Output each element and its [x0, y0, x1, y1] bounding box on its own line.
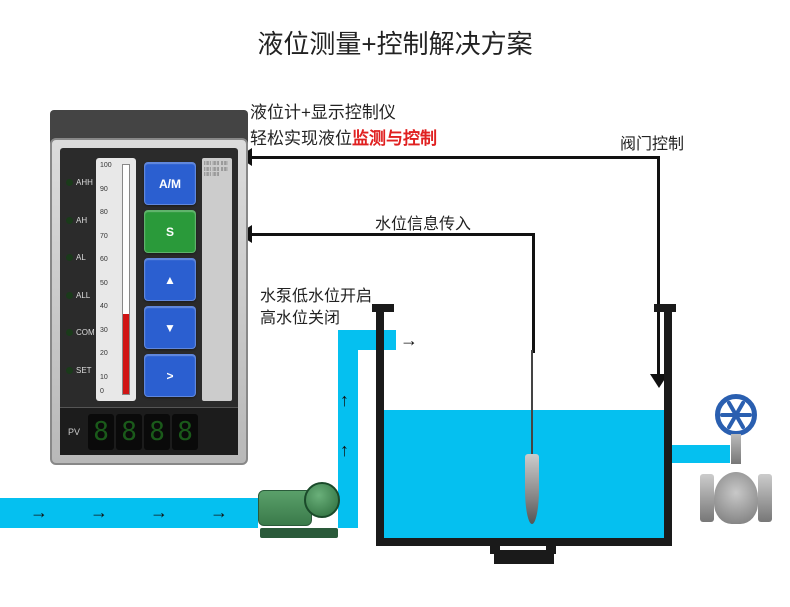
bar-tick: 30	[100, 327, 108, 334]
seg-digit: 8	[172, 414, 198, 450]
led-dot-icon	[66, 217, 73, 224]
bar-scale: 100 90 80 70 60 50 40 30 20 10 0	[100, 162, 118, 397]
led-label: ALL	[76, 291, 90, 300]
display-controller: AHH AH AL ALL COM SET 100 90 80 70 60 50	[50, 110, 248, 465]
pump-label-line2: 高水位关闭	[260, 308, 372, 330]
led-dot-icon	[66, 367, 73, 374]
flow-arrow-icon: →	[150, 502, 168, 523]
bar-tick: 50	[100, 280, 108, 287]
bar-tick: 70	[100, 233, 108, 240]
bar-fill	[123, 314, 129, 394]
controller-front: AHH AH AL ALL COM SET 100 90 80 70 60 50	[50, 138, 248, 465]
led-com: COM	[66, 328, 96, 337]
led-al: AL	[66, 253, 96, 262]
led-dot-icon	[66, 329, 73, 336]
subtitle-line1: 液位计+显示控制仪	[250, 100, 437, 126]
control-valve	[700, 394, 772, 524]
led-label: AHH	[76, 178, 93, 187]
bar-tick: 0	[100, 388, 104, 395]
led-all: ALL	[66, 291, 96, 300]
flow-arrow-icon: →	[30, 502, 48, 523]
led-label: COM	[76, 328, 95, 337]
led-label: SET	[76, 366, 92, 375]
tank	[376, 304, 672, 564]
led-ahh: AHH	[66, 178, 96, 187]
led-ah: AH	[66, 216, 96, 225]
flow-arrow-icon: →	[90, 502, 108, 523]
tank-wall	[376, 304, 672, 546]
flow-arrow-icon: →	[400, 330, 418, 351]
panel-top: AHH AH AL ALL COM SET 100 90 80 70 60 50	[60, 148, 238, 407]
right-button[interactable]: >	[144, 354, 196, 397]
s-button[interactable]: S	[144, 210, 196, 253]
flow-arrow-icon: →	[210, 502, 228, 523]
panel-bottom: PV 8 8 8 8	[60, 407, 238, 455]
tank-leg	[546, 540, 556, 554]
signal-valve-horizontal	[245, 156, 660, 159]
seg-digit: 8	[116, 414, 142, 450]
led-label: AH	[76, 216, 87, 225]
am-button[interactable]: A/M	[144, 162, 196, 205]
controller-panel: AHH AH AL ALL COM SET 100 90 80 70 60 50	[60, 148, 238, 455]
bar-tick: 80	[100, 209, 108, 216]
water-pump	[258, 482, 340, 538]
subtitle: 液位计+显示控制仪 轻松实现液位监测与控制	[250, 100, 437, 151]
riser-pipe	[338, 330, 358, 528]
seven-seg-display: 8 8 8 8	[88, 414, 198, 450]
bar-tick: 10	[100, 374, 108, 381]
led-set: SET	[66, 366, 96, 375]
seg-digit: 8	[144, 414, 170, 450]
tank-base	[494, 550, 554, 564]
bar-tick: 100	[100, 162, 112, 169]
flow-arrow-up-icon: ↑	[340, 390, 349, 411]
button-column: A/M S ▲ ▼ >	[142, 158, 198, 401]
led-column: AHH AH AL ALL COM SET	[66, 158, 96, 401]
valve-handwheel-icon	[715, 394, 757, 436]
signal-in-label: 水位信息传入	[375, 210, 471, 234]
seg-digit: 8	[88, 414, 114, 450]
bar-tick: 90	[100, 186, 108, 193]
level-sensor	[525, 454, 539, 524]
tank-lip-left	[372, 304, 394, 312]
bar-tick: 60	[100, 256, 108, 263]
bar-tick: 20	[100, 350, 108, 357]
pv-label: PV	[68, 427, 80, 437]
pump-logic-label: 水泵低水位开启 高水位关闭	[260, 286, 372, 331]
page-title: 液位测量+控制解决方案	[0, 24, 790, 61]
bar-tick: 40	[100, 303, 108, 310]
led-dot-icon	[66, 292, 73, 299]
bar-gauge: 100 90 80 70 60 50 40 30 20 10 0	[96, 158, 136, 401]
valve-control-label: 阀门控制	[620, 130, 684, 154]
valve-flange	[758, 474, 772, 522]
subtitle-line2a: 轻松实现液位	[250, 129, 352, 148]
pump-label-line1: 水泵低水位开启	[260, 286, 372, 308]
valve-body	[700, 464, 772, 524]
info-label-panel: IIIII IIIII IIIII IIIII IIIII IIIII IIII…	[202, 158, 232, 401]
led-label: AL	[76, 253, 86, 262]
led-dot-icon	[66, 179, 73, 186]
bar-tube	[122, 164, 130, 395]
pump-wheel	[304, 482, 340, 518]
valve-center	[714, 472, 758, 524]
valve-stem	[731, 434, 741, 464]
subtitle-line2: 轻松实现液位监测与控制	[250, 126, 437, 152]
subtitle-highlight: 监测与控制	[352, 129, 437, 148]
signal-sensor-horizontal	[245, 233, 535, 236]
sensor-cable	[531, 350, 533, 458]
pump-base	[260, 528, 338, 538]
flow-arrow-up-icon: ↑	[340, 440, 349, 461]
tank-leg	[490, 540, 500, 554]
up-button[interactable]: ▲	[144, 258, 196, 301]
led-dot-icon	[66, 254, 73, 261]
down-button[interactable]: ▼	[144, 306, 196, 349]
valve-flange	[700, 474, 714, 522]
tank-lip-right	[654, 304, 676, 312]
